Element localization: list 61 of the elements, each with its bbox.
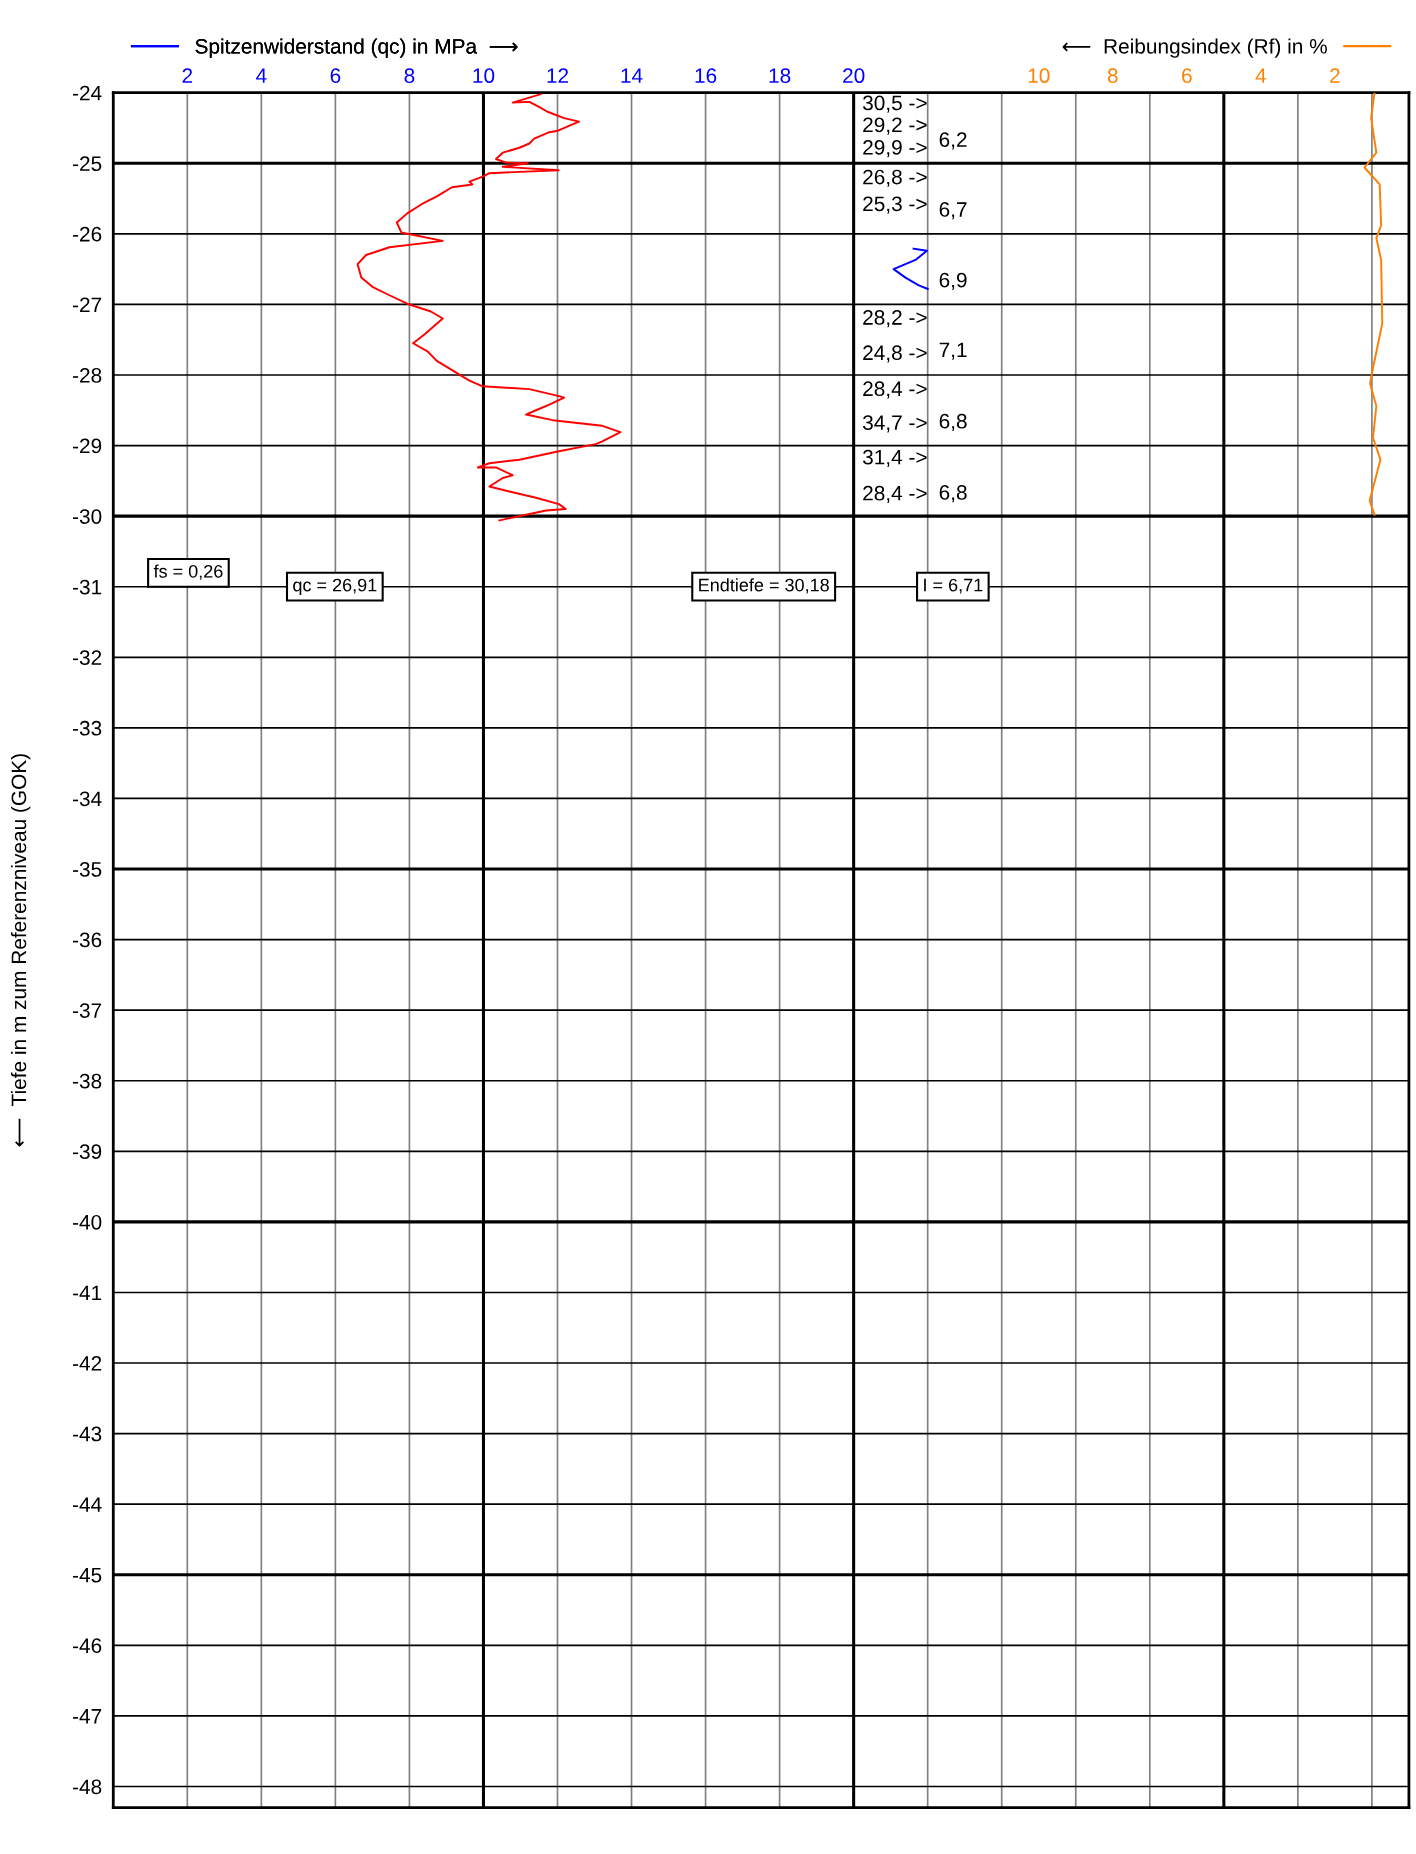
y-axis-title: ⟵ Tiefe in m zum Referenzniveau (GOK) [10, 754, 31, 1147]
y-tick-label: -41 [72, 1285, 102, 1301]
y-tick-label: -42 [72, 1356, 102, 1371]
annotation: 34,7 -> [862, 415, 927, 433]
y-tick-label: -44 [72, 1497, 102, 1512]
y-tick-label: -45 [72, 1567, 102, 1583]
annotation: 6,2 [939, 132, 967, 150]
y-tick-label: -25 [72, 156, 102, 172]
y-tick-label: -38 [72, 1073, 102, 1089]
x-tick-label: 16 [695, 68, 717, 84]
annotation: 28,4 -> [863, 485, 927, 504]
text: ⟵ Reibungsindex (Rf) in % [1062, 38, 1327, 58]
y-tick-label: -27 [72, 297, 102, 312]
annotation: I = 6,71 [924, 578, 983, 594]
y-tick-label: -32 [72, 650, 102, 666]
annotation: 29,9 -> [863, 140, 927, 158]
annotation: 28,4 -> [863, 381, 927, 399]
x-tick-label: 18 [769, 68, 791, 84]
y-tick-label: -43 [72, 1426, 102, 1442]
y-tick-label: -33 [72, 720, 102, 736]
x-tick-label: 20 [843, 68, 865, 84]
annotation: 28,2 -> [863, 310, 927, 328]
x-tick-label: 10 [473, 68, 495, 84]
annotation: 26,8 -> [863, 169, 927, 187]
y-tick-label: -29 [72, 438, 102, 454]
annotation: 6,7 [939, 202, 967, 220]
annotation: 30,5 -> [862, 95, 927, 113]
annotation: 24,8 -> [863, 345, 927, 363]
y-tick-label: -28 [72, 368, 102, 383]
x-tick-label: 12 [547, 68, 569, 83]
annotation: 6,8 [939, 413, 967, 432]
annotation: 6,8 [939, 485, 967, 503]
line-series [892, 247, 929, 290]
y-tick-label: -31 [72, 579, 102, 595]
y-tick-label: -24 [72, 85, 102, 101]
x-tick-label: 14 [621, 68, 643, 83]
y-tick-label: -34 [72, 791, 102, 807]
x-tick-label: 6 [330, 68, 341, 84]
legend-label: Spitzenwiderstand (qc) in MPa ⟶ [195, 38, 518, 58]
annotation: 6,9 [939, 272, 967, 290]
annotation: 29,2 -> [863, 117, 927, 135]
y-tick-label: -47 [72, 1709, 102, 1724]
y-tick-label: -30 [72, 509, 102, 524]
annotation: fs = 0,26 [153, 564, 223, 580]
x-tick-label: 2 [182, 68, 193, 83]
y-tick-label: -36 [72, 932, 102, 948]
y-tick-label: -46 [72, 1638, 102, 1654]
annotation: Endtiefe = 30,18 [699, 578, 829, 594]
y-tick-label: -39 [72, 1144, 102, 1160]
y-tick-label: -35 [72, 862, 102, 877]
x-tick-label: 4 [256, 68, 267, 83]
annotation: qc = 26,91 [293, 578, 377, 596]
y-tick-label: -40 [72, 1214, 102, 1230]
y-tick-label: -26 [72, 226, 102, 242]
line-series [356, 93, 622, 522]
y-tick-label: -48 [72, 1779, 102, 1795]
annotation: 7,1 [939, 342, 967, 360]
y-tick-label: -37 [72, 1003, 102, 1018]
annotation: 31,4 -> [862, 449, 927, 468]
annotation: 25,3 -> [863, 196, 927, 214]
x-tick-label: 8 [404, 68, 415, 84]
